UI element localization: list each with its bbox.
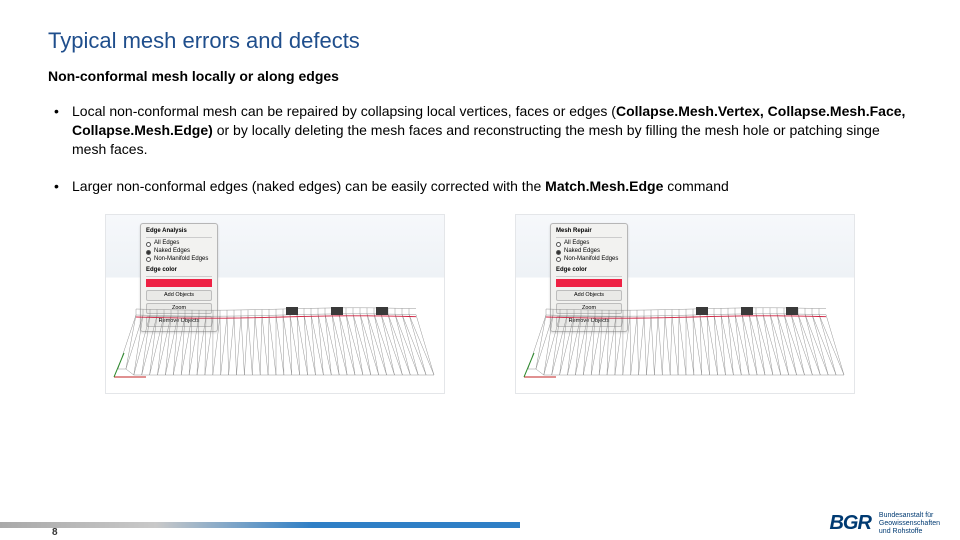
mesh-right (516, 285, 856, 385)
bullet-2-post: command (663, 178, 728, 194)
panel-left-opt-1[interactable]: Naked Edges (146, 248, 212, 256)
logo: BGR Bundesanstalt für Geowissenschaften … (829, 512, 940, 536)
panel-right-opt-0-label: All Edges (564, 240, 589, 248)
bullet-2-pre: Larger non-conformal edges (naked edges)… (72, 178, 545, 194)
footer-stripe (0, 522, 520, 528)
page-title: Typical mesh errors and defects (48, 28, 912, 54)
mesh-left (106, 285, 446, 385)
footer: 8 BGR Bundesanstalt für Geowissenschafte… (0, 508, 960, 540)
panel-right-opt-2-label: Non-Manifold Edges (564, 256, 618, 264)
panel-left-opt-2[interactable]: Non-Manifold Edges (146, 256, 212, 264)
bullet-1-pre: Local non-conformal mesh can be repaired… (72, 103, 616, 119)
panel-left-opt-1-label: Naked Edges (154, 248, 190, 256)
panel-right-opt-1[interactable]: Naked Edges (556, 248, 622, 256)
bullet-2-bold: Match.Mesh.Edge (545, 178, 663, 194)
logo-sub: Bundesanstalt für Geowissenschaften und … (879, 512, 940, 536)
bullet-2: Larger non-conformal edges (naked edges)… (48, 177, 912, 196)
figure-row: Edge Analysis All Edges Naked Edges Non-… (48, 214, 912, 394)
bullet-1: Local non-conformal mesh can be repaired… (48, 102, 912, 159)
figure-right: Mesh Repair All Edges Naked Edges Non-Ma… (515, 214, 855, 394)
logo-sub2: Geowissenschaften (879, 520, 940, 528)
panel-left-section: Edge color (146, 267, 212, 277)
logo-sub3: und Rohstoffe (879, 528, 940, 536)
panel-left-opt-0[interactable]: All Edges (146, 240, 212, 248)
panel-right-opt-1-label: Naked Edges (564, 248, 600, 256)
panel-left-opt-0-label: All Edges (154, 240, 179, 248)
page-number: 8 (52, 527, 58, 538)
bullet-list: Local non-conformal mesh can be repaired… (48, 102, 912, 196)
subtitle: Non-conformal mesh locally or along edge… (48, 68, 912, 84)
panel-left-title: Edge Analysis (146, 228, 212, 239)
figure-left: Edge Analysis All Edges Naked Edges Non-… (105, 214, 445, 394)
logo-text: BGR (829, 512, 870, 535)
panel-right-opt-2[interactable]: Non-Manifold Edges (556, 256, 622, 264)
logo-sub1: Bundesanstalt für (879, 512, 940, 520)
panel-right-title: Mesh Repair (556, 228, 622, 239)
panel-right-section: Edge color (556, 267, 622, 277)
panel-right-opt-0[interactable]: All Edges (556, 240, 622, 248)
panel-left-opt-2-label: Non-Manifold Edges (154, 256, 208, 264)
